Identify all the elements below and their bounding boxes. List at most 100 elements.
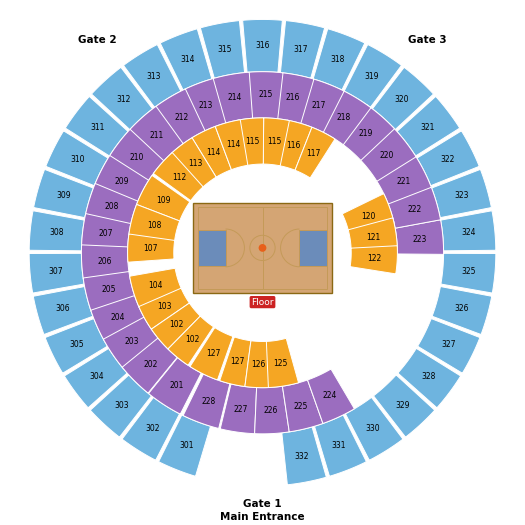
Text: Floor: Floor (251, 298, 274, 307)
Polygon shape (81, 245, 129, 279)
Polygon shape (90, 375, 152, 437)
Polygon shape (388, 186, 440, 228)
Polygon shape (373, 375, 435, 437)
Text: 116: 116 (286, 141, 300, 150)
Polygon shape (432, 170, 491, 218)
Text: 220: 220 (380, 151, 394, 160)
Circle shape (259, 244, 266, 252)
Text: 326: 326 (455, 304, 469, 313)
Text: 219: 219 (359, 129, 373, 138)
Polygon shape (107, 129, 164, 183)
Text: 205: 205 (102, 285, 116, 294)
Text: 225: 225 (293, 402, 308, 411)
Text: 321: 321 (421, 123, 435, 132)
Text: 221: 221 (396, 176, 411, 185)
Polygon shape (136, 175, 190, 221)
Polygon shape (94, 155, 149, 203)
Polygon shape (171, 138, 216, 187)
Polygon shape (103, 317, 159, 368)
Text: 318: 318 (330, 55, 344, 64)
Text: 302: 302 (145, 424, 160, 433)
Polygon shape (295, 127, 335, 178)
Text: 127: 127 (206, 349, 220, 358)
Polygon shape (122, 338, 177, 393)
Text: 222: 222 (407, 205, 422, 214)
Polygon shape (139, 288, 190, 329)
Polygon shape (243, 19, 282, 72)
Polygon shape (219, 337, 251, 386)
Text: 328: 328 (422, 372, 436, 381)
Polygon shape (282, 380, 323, 432)
Text: 203: 203 (124, 337, 139, 345)
Text: 325: 325 (461, 267, 476, 276)
Polygon shape (215, 120, 248, 170)
Polygon shape (159, 415, 211, 476)
Polygon shape (314, 415, 366, 476)
Polygon shape (168, 316, 214, 365)
Text: 309: 309 (56, 191, 71, 200)
Polygon shape (45, 319, 108, 373)
Text: 214: 214 (228, 93, 242, 102)
Polygon shape (129, 204, 180, 242)
Polygon shape (350, 246, 397, 274)
Text: 108: 108 (147, 221, 161, 230)
Text: 107: 107 (143, 244, 158, 254)
Text: 211: 211 (150, 131, 164, 140)
Polygon shape (345, 397, 403, 460)
Polygon shape (29, 211, 85, 251)
Polygon shape (344, 45, 402, 107)
Polygon shape (279, 120, 312, 170)
Polygon shape (282, 427, 327, 485)
Polygon shape (151, 303, 201, 349)
Text: 319: 319 (364, 72, 379, 81)
Text: 313: 313 (146, 72, 161, 81)
Text: 223: 223 (413, 235, 427, 244)
Polygon shape (85, 183, 138, 226)
Text: 301: 301 (179, 441, 194, 450)
Polygon shape (263, 118, 289, 166)
Text: 206: 206 (98, 257, 112, 266)
Text: 117: 117 (306, 149, 320, 158)
Polygon shape (33, 287, 93, 334)
Text: Gate 3: Gate 3 (408, 35, 447, 45)
Polygon shape (46, 131, 108, 186)
Text: 114: 114 (226, 140, 241, 149)
Text: 208: 208 (104, 202, 119, 211)
Text: 103: 103 (158, 302, 172, 311)
Text: Gate 1
Main Entrance: Gate 1 Main Entrance (220, 499, 305, 522)
Text: 127: 127 (230, 357, 245, 366)
Polygon shape (340, 105, 394, 161)
Polygon shape (65, 97, 128, 156)
Polygon shape (441, 254, 496, 293)
Polygon shape (299, 230, 328, 266)
Text: 102: 102 (185, 335, 200, 344)
Polygon shape (81, 214, 131, 249)
Polygon shape (201, 20, 245, 78)
Text: 104: 104 (149, 281, 163, 290)
Text: 125: 125 (273, 359, 287, 368)
Text: 311: 311 (90, 123, 104, 132)
Polygon shape (308, 369, 354, 424)
Text: 122: 122 (367, 254, 381, 263)
Text: 316: 316 (255, 41, 270, 50)
Polygon shape (372, 67, 434, 130)
Polygon shape (34, 170, 93, 218)
Polygon shape (298, 78, 344, 132)
Polygon shape (398, 349, 460, 408)
Polygon shape (192, 127, 232, 177)
Polygon shape (397, 97, 460, 156)
Polygon shape (395, 220, 444, 254)
Text: 323: 323 (454, 191, 469, 200)
Text: 320: 320 (395, 95, 409, 104)
Polygon shape (320, 89, 371, 145)
Polygon shape (245, 341, 271, 387)
Text: 202: 202 (144, 360, 158, 369)
Text: 226: 226 (264, 406, 278, 415)
Polygon shape (255, 386, 289, 434)
Text: 327: 327 (441, 340, 456, 349)
Polygon shape (376, 155, 432, 204)
Polygon shape (313, 29, 365, 90)
Polygon shape (417, 319, 480, 373)
Polygon shape (91, 296, 145, 342)
Text: 113: 113 (188, 159, 203, 168)
